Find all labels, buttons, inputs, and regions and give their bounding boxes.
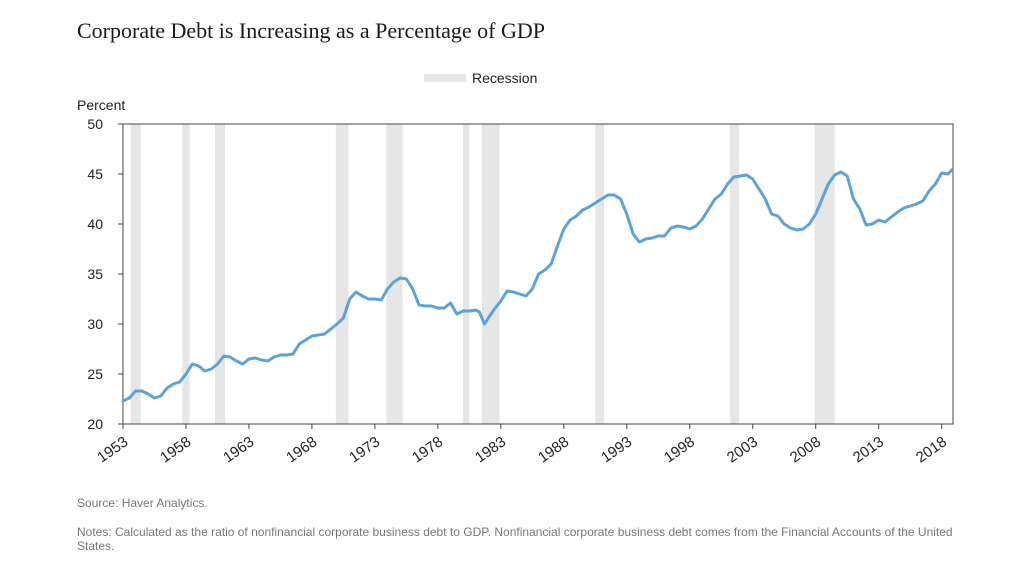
- recession-band: [335, 124, 349, 424]
- y-tick-label: 25: [87, 366, 103, 382]
- x-axis-ticks: 1953 1958 1963 1968 1973 1978 1983 1988 1993 1998…: [94, 424, 950, 466]
- y-axis-label: Percent: [77, 97, 125, 113]
- y-tick-label: 45: [87, 166, 103, 182]
- recession-band: [386, 124, 403, 424]
- legend-recession-swatch: [424, 74, 466, 82]
- x-tick-label: 1983: [472, 433, 509, 466]
- chart-title: Corporate Debt is Increasing as a Percen…: [77, 18, 545, 43]
- x-tick-label: 1978: [409, 433, 446, 466]
- recession-band: [463, 124, 470, 424]
- x-tick-label: 2003: [724, 433, 761, 466]
- y-tick-label: 40: [87, 216, 103, 232]
- legend: Recession: [424, 70, 537, 86]
- x-tick-label: 2008: [787, 433, 824, 466]
- series-line-corporate-debt: [121, 168, 954, 403]
- x-tick-label: 2018: [913, 433, 950, 466]
- y-tick-label: 35: [87, 266, 103, 282]
- y-axis-ticks: 20 25 30 35 40 45 50: [87, 116, 123, 432]
- recession-bands: [130, 124, 835, 424]
- source-note: Source: Haver Analytics.: [77, 496, 208, 510]
- recession-band: [814, 124, 835, 424]
- notes-text: Notes: Calculated as the ratio of nonfin…: [77, 525, 953, 553]
- x-tick-label: 1968: [283, 433, 320, 466]
- y-tick-label: 30: [87, 316, 103, 332]
- x-tick-label: 2013: [850, 433, 887, 466]
- x-tick-label: 1988: [535, 433, 572, 466]
- y-tick-label: 20: [87, 416, 103, 432]
- x-tick-label: 1953: [94, 433, 131, 466]
- legend-recession-label: Recession: [472, 70, 537, 86]
- x-tick-label: 1998: [661, 433, 698, 466]
- x-tick-label: 1958: [157, 433, 194, 466]
- recession-band: [730, 124, 739, 424]
- recession-band: [130, 124, 141, 424]
- x-tick-label: 1963: [220, 433, 257, 466]
- recession-band: [214, 124, 226, 424]
- recession-band: [481, 124, 500, 424]
- y-tick-label: 50: [87, 116, 103, 132]
- x-tick-label: 1993: [598, 433, 635, 466]
- recession-band: [182, 124, 190, 424]
- recession-band: [595, 124, 605, 424]
- x-tick-label: 1973: [346, 433, 383, 466]
